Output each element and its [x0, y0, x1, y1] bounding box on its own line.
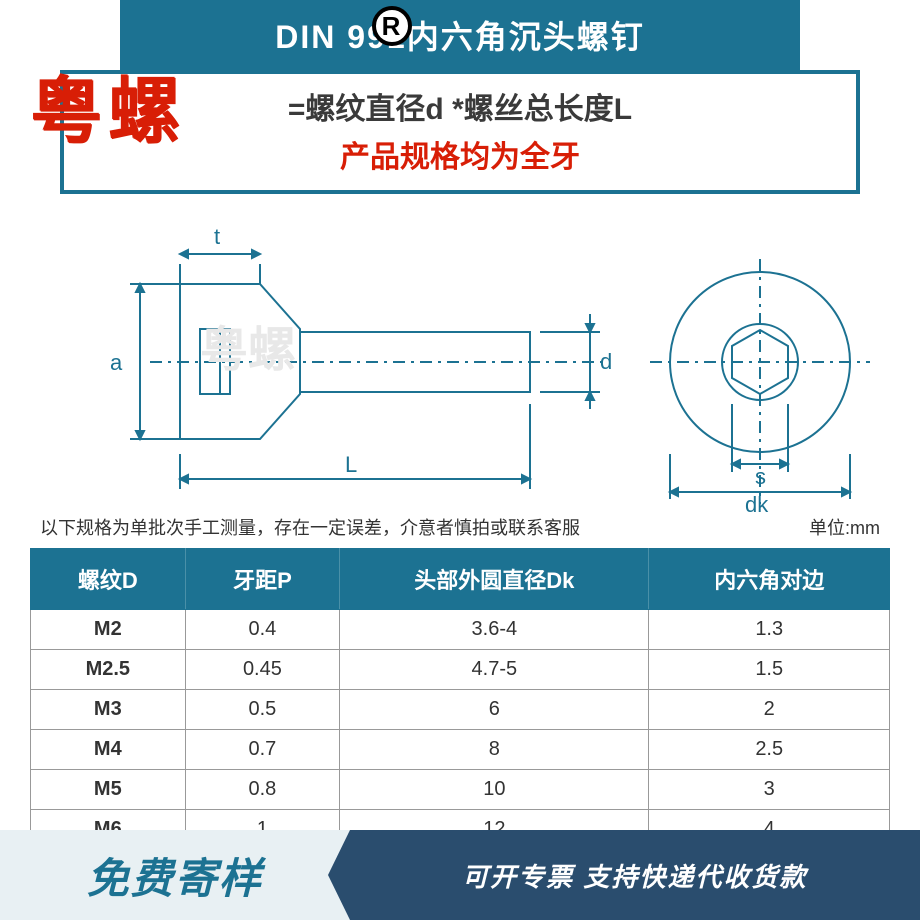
label-s: s: [755, 464, 766, 489]
diagram-area: 粤螺: [0, 214, 920, 514]
table-cell: 10: [340, 770, 649, 810]
note-right: 单位:mm: [809, 514, 880, 540]
th-thread: 螺纹D: [31, 549, 186, 610]
table-row: M50.8103: [31, 770, 890, 810]
table-cell: 0.7: [185, 730, 340, 770]
table-cell: M2.5: [31, 650, 186, 690]
table-cell: 2.5: [649, 730, 890, 770]
th-pitch: 牙距P: [185, 549, 340, 610]
table-cell: 1.5: [649, 650, 890, 690]
label-d: d: [600, 349, 612, 374]
banner-left: 免费寄样: [0, 830, 350, 920]
note-left: 以下规格为单批次手工测量，存在一定误差，介意者慎拍或联系客服: [40, 514, 580, 540]
th-dk: 头部外圆直径Dk: [340, 549, 649, 610]
banner-left-text: 免费寄样: [87, 845, 263, 906]
note-row: 以下规格为单批次手工测量，存在一定误差，介意者慎拍或联系客服 单位:mm: [0, 514, 920, 548]
table-cell: M5: [31, 770, 186, 810]
table-cell: 1.3: [649, 610, 890, 650]
table-cell: 0.45: [185, 650, 340, 690]
table-cell: 4.7-5: [340, 650, 649, 690]
banner-right: 可开专票 支持快递代收货款: [350, 830, 920, 920]
table-cell: 8: [340, 730, 649, 770]
table-row: M2.50.454.7-51.5: [31, 650, 890, 690]
label-L: L: [345, 452, 357, 477]
screw-diagram: t a L d s dk: [0, 214, 920, 514]
label-dk: dk: [745, 492, 769, 514]
table-cell: 0.4: [185, 610, 340, 650]
table-row: M20.43.6-41.3: [31, 610, 890, 650]
table-cell: M2: [31, 610, 186, 650]
table-cell: 0.5: [185, 690, 340, 730]
bottom-banner: 免费寄样 可开专票 支持快递代收货款: [0, 830, 920, 920]
banner-right-text: 可开专票 支持快递代收货款: [462, 857, 807, 894]
label-t: t: [214, 224, 220, 249]
registered-icon: R: [372, 6, 412, 46]
table-cell: 3.6-4: [340, 610, 649, 650]
title-text: DIN 991内六角沉头螺钉: [275, 19, 644, 55]
table-cell: 3: [649, 770, 890, 810]
title-band: DIN 991内六角沉头螺钉 R: [120, 0, 800, 70]
th-hex: 内六角对边: [649, 549, 890, 610]
brand-watermark: 粤螺: [30, 52, 186, 157]
table-cell: M4: [31, 730, 186, 770]
table-cell: 0.8: [185, 770, 340, 810]
label-a: a: [110, 350, 123, 375]
table-row: M30.562: [31, 690, 890, 730]
table-cell: 6: [340, 690, 649, 730]
banner-notch-icon: [328, 830, 350, 920]
table-cell: 2: [649, 690, 890, 730]
table-header-row: 螺纹D 牙距P 头部外圆直径Dk 内六角对边: [31, 549, 890, 610]
table-row: M40.782.5: [31, 730, 890, 770]
table-cell: M3: [31, 690, 186, 730]
